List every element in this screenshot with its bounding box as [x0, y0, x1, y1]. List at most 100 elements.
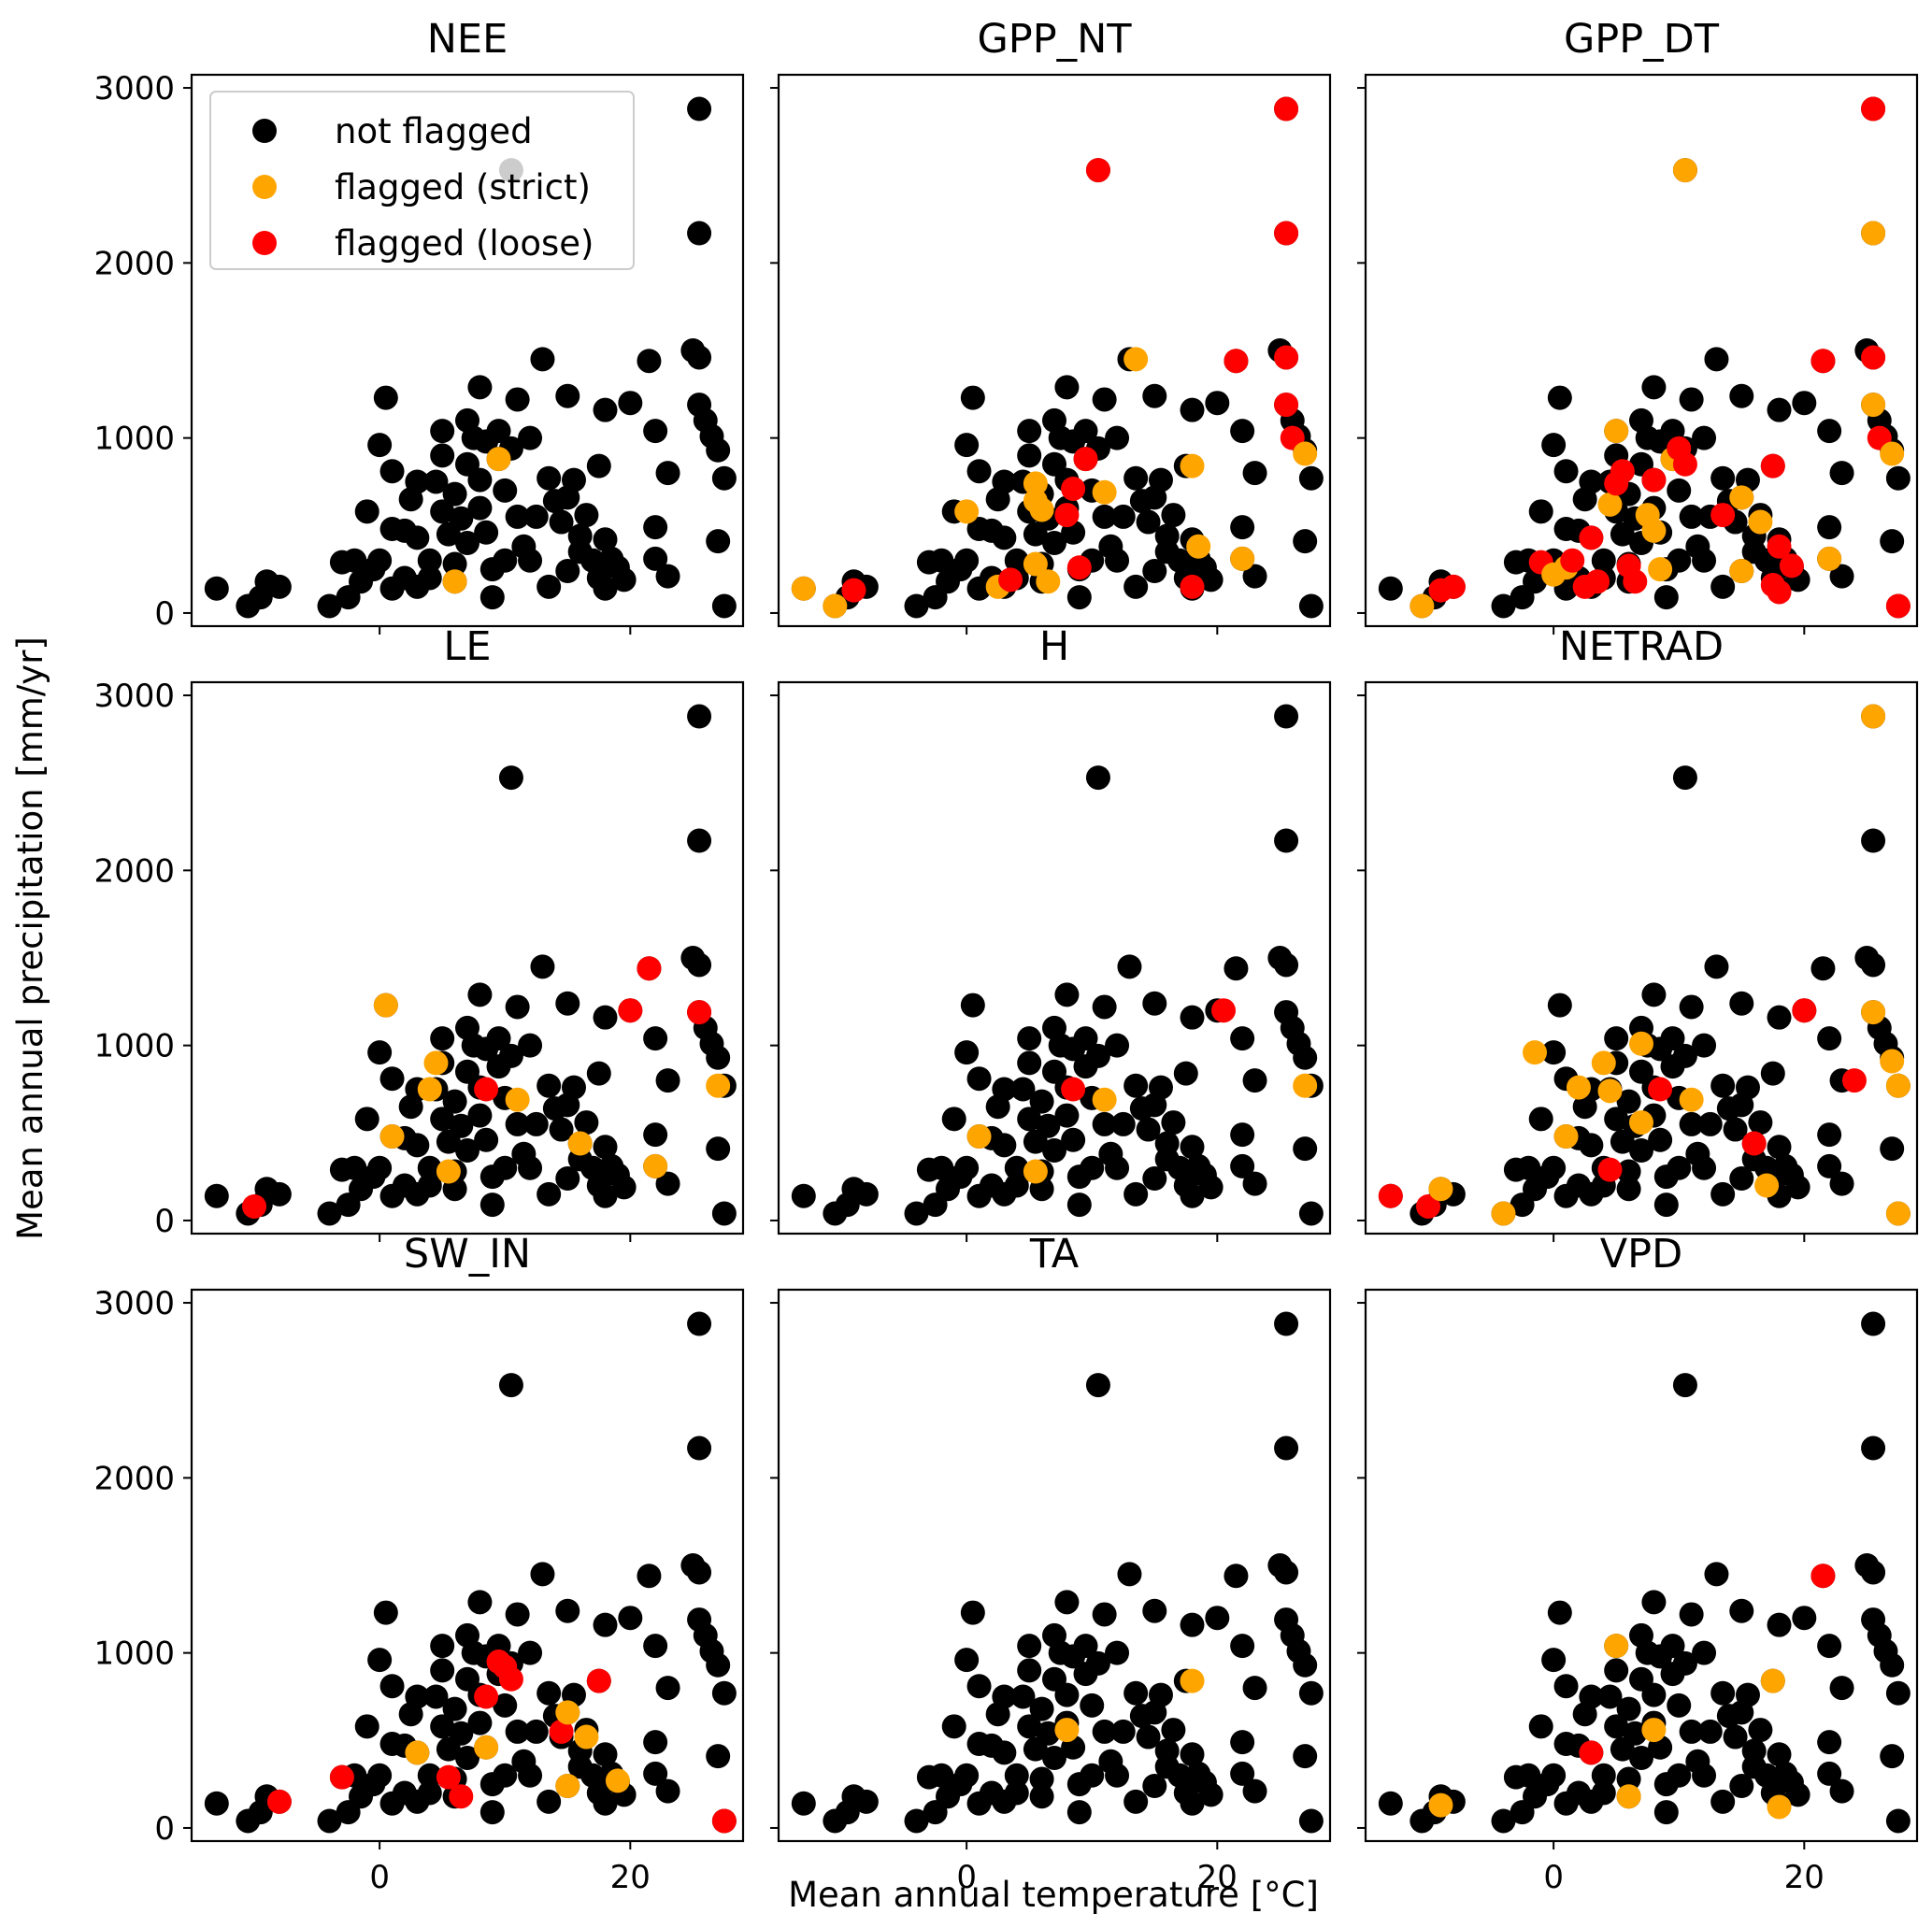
point-not-flagged: [449, 1721, 474, 1746]
point-not-flagged: [1629, 1138, 1653, 1164]
point-not-flagged: [643, 1730, 668, 1755]
point-not-flagged: [637, 1564, 662, 1589]
point-not-flagged: [1672, 1043, 1697, 1068]
point-flagged-strict: [1729, 559, 1754, 583]
point-not-flagged: [655, 461, 680, 486]
point-not-flagged: [518, 1640, 543, 1665]
point-not-flagged: [1710, 1789, 1736, 1814]
point-not-flagged: [1604, 1026, 1629, 1051]
point-not-flagged: [379, 459, 405, 484]
point-not-flagged: [1679, 387, 1704, 412]
point-flagged-strict: [1629, 1110, 1653, 1135]
point-not-flagged: [1004, 1173, 1029, 1198]
point-flagged-strict: [379, 1124, 405, 1150]
points-ta: [791, 1311, 1324, 1834]
point-not-flagged: [537, 1680, 562, 1706]
point-not-flagged: [1298, 1201, 1324, 1226]
point-not-flagged: [687, 952, 712, 978]
point-not-flagged: [549, 1117, 574, 1142]
point-flagged-strict: [954, 499, 980, 524]
point-not-flagged: [1080, 1155, 1105, 1180]
point-not-flagged: [954, 1155, 980, 1180]
point-not-flagged: [1298, 593, 1324, 619]
point-not-flagged: [1085, 1650, 1110, 1676]
point-flagged-strict: [605, 1768, 630, 1793]
points-vpd: [1378, 1311, 1911, 1834]
point-flagged-loose: [1211, 998, 1237, 1023]
point-flagged-strict: [1054, 1718, 1080, 1743]
point-not-flagged: [1817, 1730, 1842, 1755]
point-not-flagged: [1105, 425, 1130, 450]
point-not-flagged: [904, 1201, 929, 1226]
point-not-flagged: [1616, 1089, 1641, 1114]
point-not-flagged: [1604, 1714, 1629, 1739]
point-not-flagged: [1660, 1026, 1685, 1051]
point-not-flagged: [467, 467, 493, 493]
point-not-flagged: [1042, 531, 1066, 556]
point-not-flagged: [687, 1435, 712, 1461]
point-not-flagged: [1092, 1111, 1117, 1136]
point-not-flagged: [954, 1763, 980, 1788]
point-not-flagged: [655, 564, 680, 589]
point-not-flagged: [1616, 1766, 1641, 1792]
point-flagged-strict: [1092, 1087, 1117, 1112]
point-flagged-loose: [1597, 1157, 1623, 1182]
point-flagged-loose: [1779, 553, 1804, 578]
axes-frame-gpp-dt: [1364, 73, 1919, 628]
point-not-flagged: [643, 546, 668, 571]
point-flagged-loose: [1579, 1740, 1604, 1765]
point-not-flagged: [1829, 1676, 1854, 1701]
point-not-flagged: [929, 1763, 954, 1788]
point-not-flagged: [1785, 1175, 1810, 1200]
y-tick-label: 0: [154, 1203, 175, 1240]
point-not-flagged: [960, 1600, 985, 1625]
point-not-flagged: [1123, 465, 1149, 491]
point-not-flagged: [493, 548, 518, 573]
point-not-flagged: [1198, 567, 1224, 593]
point-not-flagged: [367, 1648, 393, 1673]
point-flagged-strict: [1428, 1177, 1453, 1202]
point-not-flagged: [1148, 1682, 1173, 1707]
point-flagged-strict: [405, 1740, 430, 1765]
point-not-flagged: [1591, 1763, 1616, 1788]
point-not-flagged: [449, 506, 474, 531]
point-not-flagged: [474, 1127, 499, 1152]
point-not-flagged: [1029, 1784, 1054, 1809]
point-not-flagged: [1880, 1744, 1905, 1769]
point-not-flagged: [1767, 1005, 1792, 1030]
point-flagged-loose: [1672, 451, 1697, 477]
point-not-flagged: [643, 1122, 668, 1148]
point-not-flagged: [1136, 1724, 1161, 1749]
point-not-flagged: [486, 419, 511, 444]
y-tick-label: 2000: [93, 245, 175, 282]
point-not-flagged: [1154, 1147, 1180, 1172]
point-not-flagged: [1597, 1684, 1623, 1709]
point-not-flagged: [706, 529, 731, 554]
point-not-flagged: [992, 469, 1017, 494]
point-not-flagged: [1591, 1780, 1616, 1806]
point-flagged-loose: [1054, 503, 1080, 528]
point-not-flagged: [1697, 1111, 1723, 1136]
point-not-flagged: [1092, 1719, 1117, 1744]
point-not-flagged: [493, 1155, 518, 1180]
point-not-flagged: [555, 383, 580, 408]
point-not-flagged: [1491, 1808, 1516, 1834]
point-not-flagged: [467, 1710, 493, 1735]
point-not-flagged: [593, 397, 618, 422]
point-not-flagged: [567, 539, 593, 564]
point-not-flagged: [687, 96, 712, 121]
point-flagged-strict: [423, 1050, 449, 1076]
point-not-flagged: [1516, 1155, 1541, 1180]
point-flagged-loose: [1274, 393, 1299, 418]
x-axis-label: Mean annual temperature [°C]: [788, 1875, 1319, 1915]
point-not-flagged: [342, 1155, 367, 1180]
point-not-flagged: [954, 1648, 980, 1673]
point-not-flagged: [1066, 1193, 1092, 1218]
point-not-flagged: [417, 548, 442, 573]
point-not-flagged: [1641, 982, 1667, 1007]
point-flagged-loose: [1378, 1183, 1403, 1208]
point-not-flagged: [1616, 1159, 1641, 1184]
y-axis-label: Mean annual precipitation [mm/yr]: [10, 636, 50, 1240]
point-not-flagged: [1180, 1183, 1205, 1208]
point-not-flagged: [417, 1173, 442, 1198]
